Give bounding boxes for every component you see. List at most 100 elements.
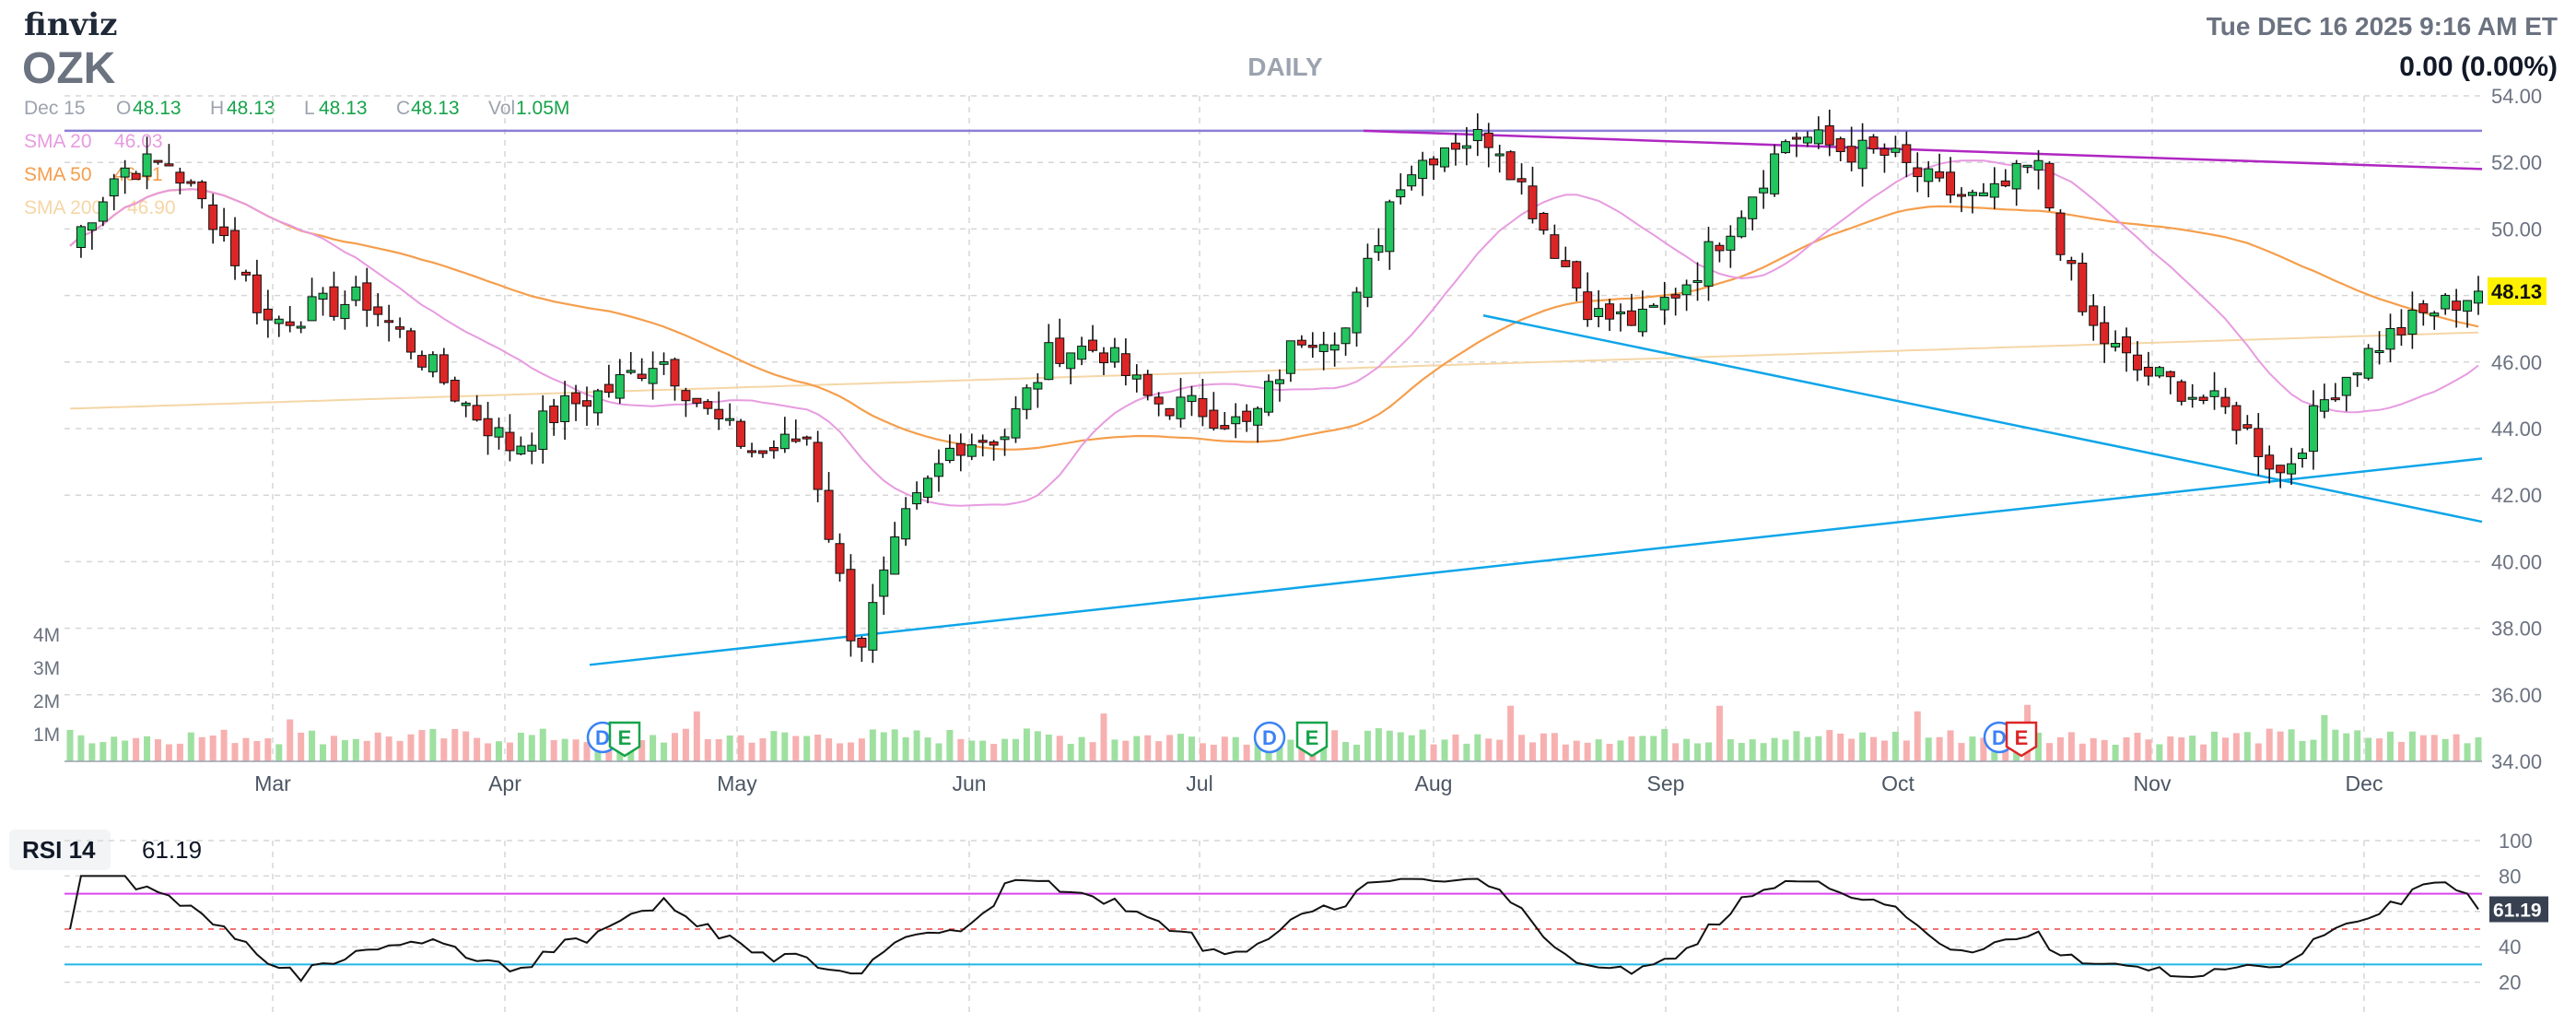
volume-bar [1880, 740, 1888, 761]
volume-tick-label: 2M [33, 691, 60, 712]
price-grid [64, 95, 2482, 762]
candle-body [1846, 146, 1856, 163]
ohlc-vol-label: Vol [488, 98, 515, 119]
candle-body [615, 374, 625, 399]
candle-body [2298, 453, 2308, 460]
candle-body [1528, 185, 1538, 219]
volume-bar [737, 735, 744, 761]
trendlines[interactable] [64, 129, 2483, 666]
candle-body [626, 370, 636, 373]
candle-body [1198, 397, 1208, 418]
volume-bar [1408, 735, 1415, 761]
volume-bar [165, 744, 172, 761]
candle-body [395, 326, 405, 330]
candle-body [1924, 168, 1934, 182]
candle-body [1583, 291, 1593, 321]
ohlc-open-label: O [116, 98, 131, 119]
rsi-value: 61.19 [142, 836, 202, 864]
volume-bar [880, 732, 887, 761]
sma50-path [69, 188, 2479, 451]
volume-bar [154, 739, 161, 761]
volume-bar [1034, 731, 1041, 761]
sma50-line [69, 188, 2479, 451]
price-tick-label: 36.00 [2491, 684, 2542, 707]
volume-bar [122, 740, 129, 761]
rsi-value-tag [2489, 896, 2548, 923]
volume-bar [1661, 729, 1669, 761]
candle-body [2187, 396, 2197, 400]
volume-bar [1826, 729, 1833, 761]
candle-body [2430, 312, 2440, 317]
candle-body [571, 392, 581, 405]
candle-body [989, 441, 999, 446]
volume-bar [2365, 737, 2372, 761]
candle-body [1648, 304, 1658, 308]
candle-body [1153, 396, 1164, 405]
candle-body [1681, 284, 1692, 296]
candle-body [1561, 260, 1571, 267]
rsi-tick-label: 80 [2499, 865, 2521, 888]
volume-bar [1848, 738, 1856, 761]
volume-bar [320, 744, 327, 761]
volume-bar [770, 731, 778, 761]
volume-bar [275, 744, 283, 761]
volume-bar [1672, 743, 1680, 761]
candle-body [1989, 182, 1999, 198]
volume-bar [583, 742, 591, 761]
sma20-path [69, 159, 2479, 507]
volume-bar [1870, 736, 1878, 761]
volume-bar [1144, 735, 1152, 761]
dividend-marker-label: D [595, 726, 610, 749]
candle-body [2385, 328, 2395, 350]
candle-body [2033, 159, 2043, 171]
period-label[interactable]: DAILY [1247, 53, 1323, 81]
candle-body [240, 271, 251, 276]
sma200-value: 46.90 [127, 197, 176, 218]
candle-body [1737, 217, 1747, 238]
candle-body [505, 431, 515, 452]
volume-bar [650, 735, 657, 761]
candle-body [2242, 424, 2253, 429]
volume-bar [253, 740, 261, 761]
candle-body [208, 204, 218, 230]
price-tick-label: 50.00 [2491, 218, 2542, 241]
volume-bar [837, 743, 844, 761]
month-tick-label: May [717, 771, 757, 795]
candle-body [592, 390, 603, 414]
volume-bar [1562, 744, 1569, 761]
candle-body [1033, 382, 1043, 390]
volume-bar [2221, 737, 2229, 761]
volume-bar [2078, 743, 2086, 761]
sma50-label: SMA 50 [24, 164, 92, 185]
volume-bar [2200, 744, 2207, 761]
month-tick-label: Sep [1647, 771, 1685, 795]
volume-bar [1452, 734, 1459, 761]
rsi-label-box[interactable] [9, 830, 111, 870]
candle-body [427, 354, 438, 372]
candle-body [1120, 353, 1130, 376]
volume-bar [2321, 714, 2328, 761]
candle-body [1967, 192, 1977, 196]
volume-bar [451, 728, 459, 761]
volume-bar [66, 729, 74, 761]
volume-bar [385, 736, 392, 761]
brand-logo[interactable]: finviz [24, 6, 117, 43]
candle-body [2341, 376, 2351, 396]
volume-bar [374, 732, 381, 761]
candle-body [2209, 390, 2219, 397]
rsi-value-tag-label: 61.19 [2493, 901, 2542, 922]
volume-bar [1485, 738, 1493, 761]
candle-body [581, 400, 591, 407]
candle-body [901, 508, 911, 540]
candle-body [2265, 454, 2275, 470]
candle-body [109, 178, 119, 197]
volume-bar [803, 736, 811, 761]
volume-bar [2464, 743, 2471, 761]
volume-bar [1474, 734, 1481, 761]
volume-bar [1815, 736, 1822, 761]
candle-body [1253, 407, 1263, 426]
volume-bar [2145, 739, 2152, 761]
volume-bar [2453, 734, 2460, 761]
